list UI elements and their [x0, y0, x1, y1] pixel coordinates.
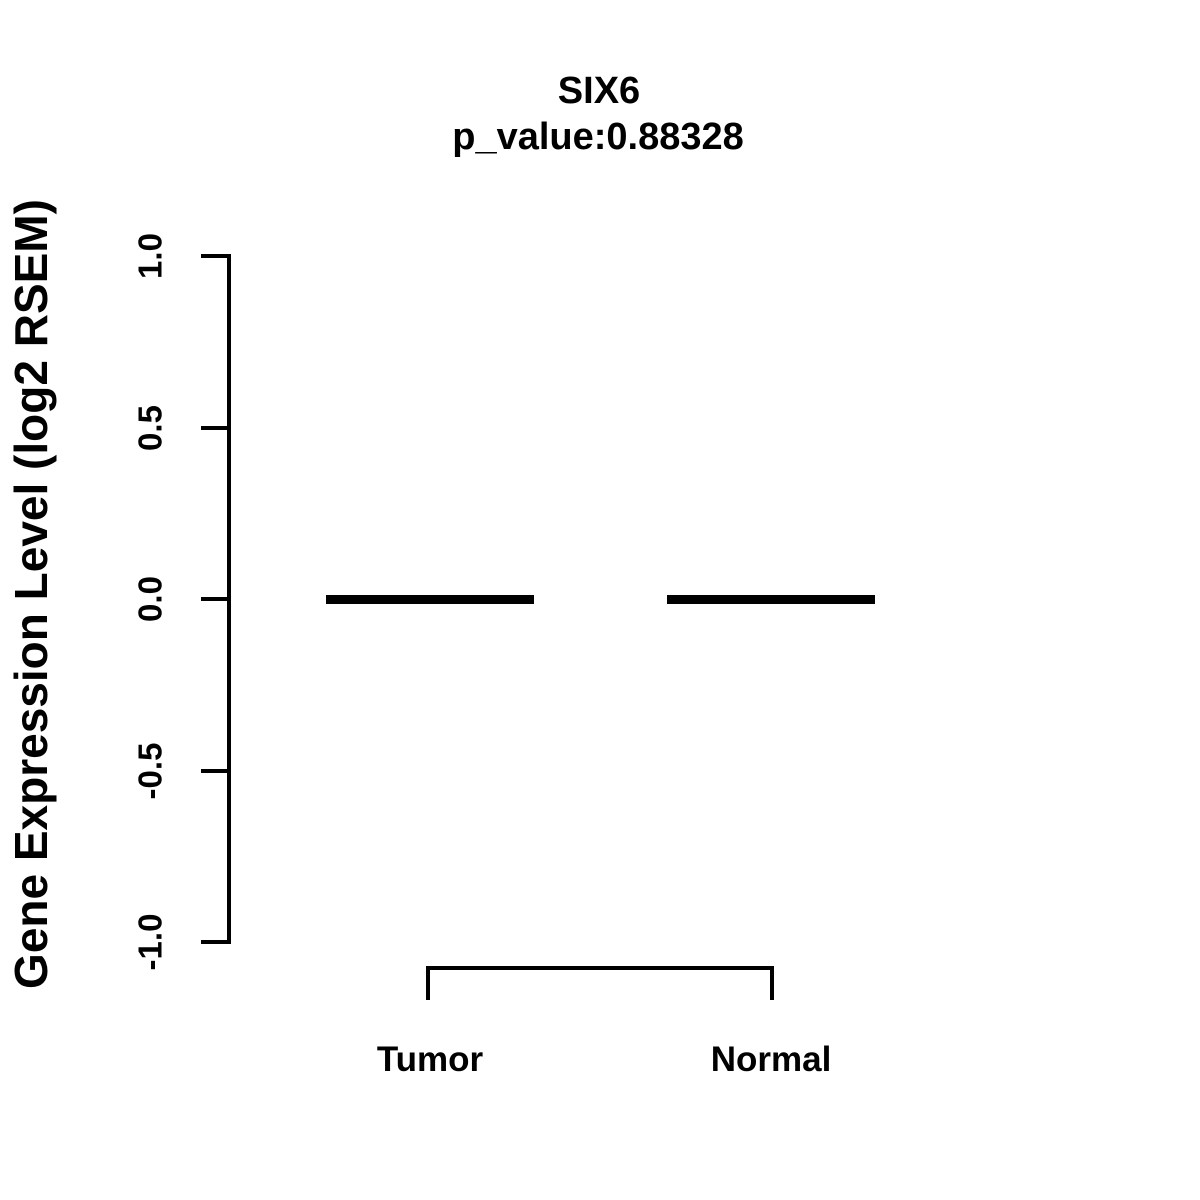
y-axis-label: Gene Expression Level (log2 RSEM) [5, 199, 57, 989]
y-tick-mark [201, 940, 230, 944]
median-line-normal [667, 595, 875, 604]
y-tick-mark [201, 597, 230, 601]
median-line-tumor [326, 595, 534, 604]
chart-title: SIX6 [557, 70, 641, 112]
y-tick-mark [201, 426, 230, 430]
x-label-normal: Normal [710, 1040, 832, 1079]
y-tick-label: -1.0 [131, 913, 169, 971]
y-tick-label: 0.0 [131, 576, 169, 622]
x-label-tumor: Tumor [376, 1040, 484, 1079]
y-tick-label: 0.5 [131, 405, 169, 451]
chart-subtitle: p_value:0.88328 [452, 116, 744, 158]
y-tick-mark [201, 769, 230, 773]
comparison-bracket-icon [426, 966, 774, 1000]
y-tick-mark [201, 254, 230, 258]
y-tick-label: -0.5 [131, 742, 169, 800]
y-tick-label: 1.0 [131, 233, 169, 279]
